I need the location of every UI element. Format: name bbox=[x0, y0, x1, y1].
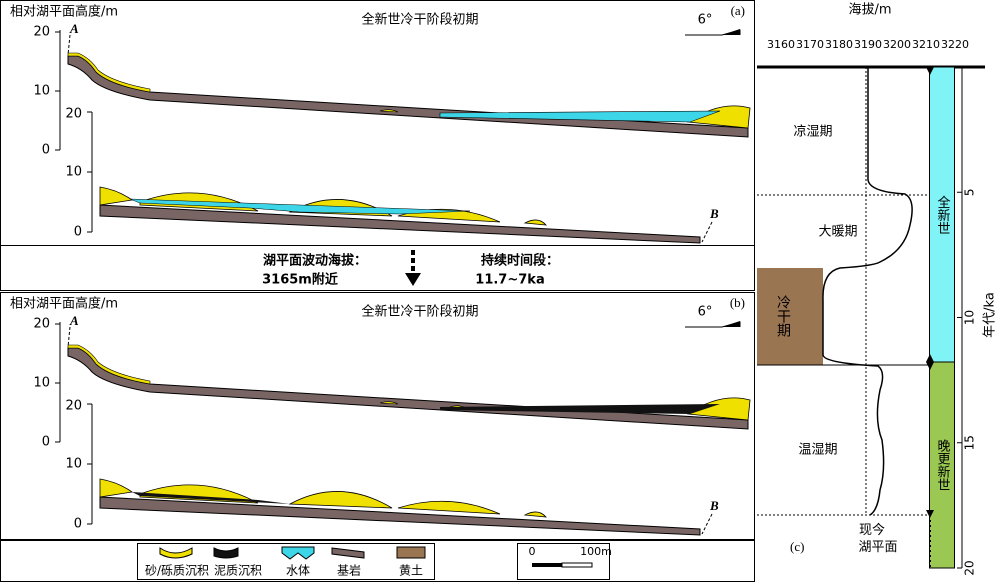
panel-label: (c) bbox=[790, 539, 804, 554]
tick-label: 10 bbox=[65, 165, 82, 180]
legend-label: 水体 bbox=[286, 564, 310, 578]
y-ticks: 5 10 15 20 bbox=[957, 188, 977, 576]
middle-band: 湖平面波动海拔： 3165m附近 持续时间段： 11.7~7ka bbox=[0, 245, 755, 291]
period-label: 凉湿期 bbox=[793, 125, 832, 140]
present-level-label: 现今湖平面 bbox=[858, 522, 897, 555]
x-tick-label: 3220 bbox=[941, 38, 969, 51]
y-axis-label: 相对湖平面高度/m bbox=[10, 296, 118, 312]
x-axis-label: 海拔/m bbox=[848, 3, 891, 18]
profile bbox=[54, 320, 751, 536]
tick-label: 0 bbox=[74, 517, 82, 532]
elevation-value: 3165m附近 bbox=[262, 272, 338, 288]
x-tick-label: 3180 bbox=[825, 38, 853, 51]
panel-c: 海拔/m 5 10 15 20 凉湿期 大暖期 冷干期 温湿期 全新世 晚更新世 年代… bbox=[757, 3, 998, 576]
legend: 砂/砾质沉积 泥质沉积 水体 基岩 黄土 0 100m bbox=[0, 540, 755, 582]
x-tick-label: 3190 bbox=[854, 38, 882, 51]
panel-label: (a) bbox=[731, 3, 745, 18]
legend-swatch bbox=[281, 546, 315, 560]
tick-label: 20 bbox=[33, 317, 50, 332]
panel-frame bbox=[0, 292, 755, 540]
elevation-label: 湖平面波动海拔： bbox=[263, 253, 367, 269]
pleistocene-box bbox=[929, 361, 955, 569]
panel-b: 相对湖平面高度/m 全新世冷干阶段初期 (b) 6° 20 10 0 20 10… bbox=[0, 292, 755, 540]
period-label: 大暖期 bbox=[818, 225, 857, 240]
y-tick-label: 10 bbox=[963, 310, 977, 325]
panel-a: 相对湖平面高度/m 全新世冷干阶段初期 (a) 6° 20 10 0 20 10… bbox=[0, 0, 755, 246]
scale-label: 0 bbox=[529, 545, 536, 558]
y-tick-label: 5 bbox=[963, 188, 977, 196]
holocene-box bbox=[929, 66, 955, 363]
tick-label: 10 bbox=[33, 84, 50, 99]
period-label: 温湿期 bbox=[798, 443, 837, 458]
tick-label: 0 bbox=[42, 143, 50, 158]
x-tick-label: 3200 bbox=[883, 38, 911, 51]
legend-swatch bbox=[213, 547, 239, 559]
legend-label: 砂/砾质沉积 bbox=[145, 564, 209, 578]
epoch-label: 全新世 bbox=[935, 195, 951, 235]
panel-title: 全新世冷干阶段初期 bbox=[361, 304, 478, 320]
end-point: B bbox=[709, 206, 719, 221]
panel-label: (b) bbox=[730, 295, 745, 310]
mud bbox=[440, 404, 720, 414]
tick-label: 20 bbox=[33, 25, 50, 40]
duration-label: 持续时间段： bbox=[481, 253, 559, 269]
tick-label: 10 bbox=[65, 457, 82, 472]
slope: 6° bbox=[698, 13, 713, 28]
legend-label: 黄土 bbox=[399, 564, 423, 578]
duration-value: 11.7~7ka bbox=[475, 273, 544, 288]
end-point: B bbox=[709, 498, 719, 513]
water bbox=[439, 110, 721, 123]
mud bbox=[132, 492, 290, 504]
tick-label: 20 bbox=[65, 107, 82, 122]
legend-swatch bbox=[331, 547, 365, 559]
scale-box bbox=[517, 543, 610, 580]
y-tick-label: 15 bbox=[963, 435, 977, 450]
start-point: A bbox=[69, 313, 79, 328]
scale-label: 100m bbox=[580, 545, 612, 558]
x-tick-label: 3160 bbox=[767, 38, 795, 51]
scale-bar bbox=[561, 562, 593, 568]
tick-label: 0 bbox=[74, 225, 82, 240]
panel-title: 全新世冷干阶段初期 bbox=[361, 12, 478, 28]
tick-label: 10 bbox=[33, 376, 50, 391]
period-label: 冷干期 bbox=[775, 295, 791, 338]
y-tick-label: 20 bbox=[963, 560, 977, 575]
tick-label: 20 bbox=[65, 399, 82, 414]
arrow-head bbox=[405, 273, 421, 286]
start-point: A bbox=[69, 21, 79, 36]
y-axis-label: 年代/ka bbox=[983, 292, 998, 338]
x-tick-label: 3170 bbox=[796, 38, 824, 51]
y-axis-label: 相对湖平面高度/m bbox=[10, 4, 118, 20]
legend-swatch bbox=[159, 547, 193, 559]
legend-swatch bbox=[396, 546, 426, 559]
water bbox=[129, 198, 471, 215]
legend-box bbox=[137, 543, 435, 580]
slope: 6° bbox=[698, 305, 713, 320]
lake-level-curve bbox=[822, 67, 913, 516]
legend-label: 基岩 bbox=[337, 563, 361, 578]
band-frame bbox=[0, 245, 755, 291]
scale-bar bbox=[532, 563, 562, 567]
legend-label: 泥质沉积 bbox=[214, 564, 262, 578]
tick-label: 0 bbox=[42, 435, 50, 450]
epoch-label: 晚更新世 bbox=[935, 439, 951, 491]
cold-dry-box bbox=[757, 268, 823, 365]
legend-frame bbox=[0, 540, 755, 582]
x-tick-label: 3210 bbox=[912, 38, 940, 51]
